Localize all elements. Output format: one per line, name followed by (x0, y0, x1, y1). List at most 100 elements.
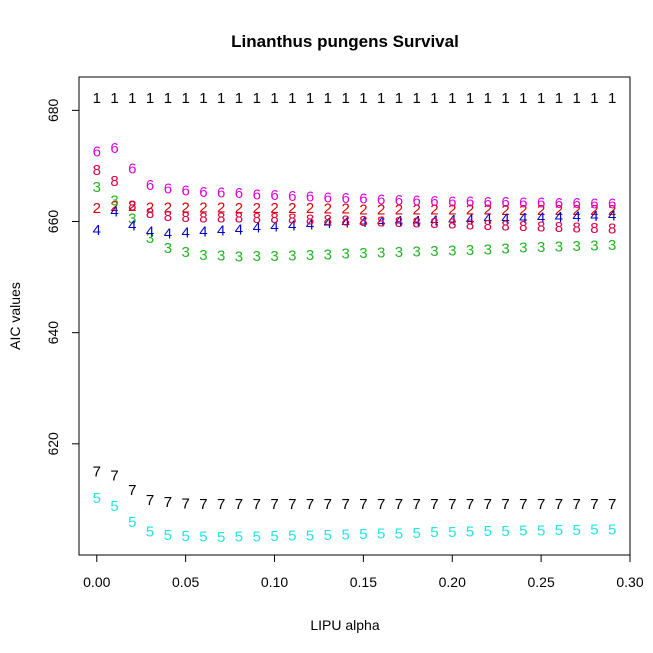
point-1: 1 (573, 90, 581, 107)
point-7: 7 (253, 496, 261, 513)
series-5: 5 555 5 5 5 5 5 5 5 5 5 5 5 5 5 5 5 5 5 5 5 5 5 5 5 5 5 5 (93, 490, 617, 546)
point-2: 2 (146, 200, 154, 217)
point-7: 7 (395, 496, 403, 513)
point-8: 8 (519, 218, 527, 235)
point-6: 6 (590, 196, 598, 213)
point-3: 3 (466, 242, 474, 259)
point-3: 3 (484, 241, 492, 258)
point-7: 7 (555, 496, 563, 513)
point-3: 3 (590, 237, 598, 254)
point-4: 4 (484, 211, 492, 228)
point-8: 8 (573, 220, 581, 237)
point-1: 1 (413, 90, 421, 107)
point-8: 8 (590, 220, 598, 237)
point-5: 5 (235, 529, 243, 546)
point-8: 8 (181, 209, 189, 226)
point-7: 7 (519, 496, 527, 513)
point-3: 3 (253, 248, 261, 265)
point-5: 5 (519, 523, 527, 540)
point-4: 4 (270, 219, 278, 236)
point-1: 1 (324, 90, 332, 107)
point-5: 5 (164, 527, 172, 544)
point-2: 2 (235, 200, 243, 217)
point-4: 4 (359, 214, 367, 231)
point-2: 2 (448, 201, 456, 218)
point-5: 5 (93, 490, 101, 507)
point-6: 6 (501, 194, 509, 211)
point-7: 7 (199, 496, 207, 513)
y-tick-label: 660 (45, 210, 61, 234)
point-5: 5 (110, 498, 118, 515)
point-1: 1 (270, 90, 278, 107)
point-2: 2 (413, 201, 421, 218)
point-4: 4 (146, 224, 154, 241)
point-1: 1 (590, 90, 598, 107)
point-6: 6 (110, 140, 118, 157)
point-4: 4 (341, 215, 349, 232)
point-1: 1 (235, 90, 243, 107)
point-1: 1 (199, 90, 207, 107)
point-8: 8 (288, 211, 296, 228)
point-2: 2 (590, 202, 598, 219)
point-4: 4 (608, 207, 616, 224)
point-1: 1 (555, 90, 563, 107)
point-6: 6 (324, 190, 332, 207)
point-8: 8 (501, 217, 509, 234)
point-4: 4 (306, 216, 314, 233)
point-7: 7 (484, 496, 492, 513)
point-3: 3 (413, 244, 421, 261)
point-4: 4 (466, 211, 474, 228)
point-5: 5 (413, 525, 421, 542)
point-3: 3 (519, 240, 527, 257)
point-1: 1 (501, 90, 509, 107)
point-1: 1 (306, 90, 314, 107)
point-8: 8 (537, 219, 545, 236)
point-4: 4 (217, 222, 225, 239)
point-6: 6 (377, 191, 385, 208)
point-2: 2 (253, 200, 261, 217)
x-tick-label: 0.30 (616, 574, 643, 590)
point-1: 1 (377, 90, 385, 107)
point-4: 4 (181, 225, 189, 242)
point-2: 2 (128, 198, 136, 215)
point-1: 1 (608, 90, 616, 107)
point-5: 5 (430, 524, 438, 541)
point-8: 8 (413, 215, 421, 232)
point-7: 7 (306, 496, 314, 513)
point-6: 6 (484, 194, 492, 211)
x-tick-label: 0.00 (83, 574, 110, 590)
point-3: 3 (128, 211, 136, 228)
point-5: 5 (341, 526, 349, 543)
point-2: 2 (270, 200, 278, 217)
x-tick-label: 0.20 (439, 574, 466, 590)
point-8: 8 (377, 214, 385, 231)
point-8: 8 (466, 216, 474, 233)
point-2: 2 (181, 200, 189, 217)
point-2: 2 (555, 202, 563, 219)
point-5: 5 (555, 522, 563, 539)
point-2: 2 (359, 201, 367, 218)
point-4: 4 (430, 212, 438, 229)
point-1: 1 (484, 90, 492, 107)
series-7: 7 777 7 7 7 7 7 7 7 7 7 7 7 7 7 7 7 7 7 7 7 7 7 7 7 7 7 7 (93, 464, 617, 513)
point-3: 3 (235, 249, 243, 266)
point-3: 3 (164, 240, 172, 257)
point-1: 1 (519, 90, 527, 107)
point-2: 2 (306, 200, 314, 217)
point-7: 7 (181, 495, 189, 512)
point-1: 1 (359, 90, 367, 107)
point-2: 2 (93, 200, 101, 217)
point-1: 1 (466, 90, 474, 107)
point-3: 3 (288, 247, 296, 264)
point-7: 7 (93, 464, 101, 481)
point-7: 7 (590, 496, 598, 513)
point-1: 1 (341, 90, 349, 107)
point-6: 6 (128, 161, 136, 178)
point-3: 3 (93, 179, 101, 196)
point-3: 3 (306, 247, 314, 264)
point-2: 2 (484, 201, 492, 218)
point-5: 5 (573, 522, 581, 539)
point-6: 6 (217, 185, 225, 202)
point-2: 2 (217, 200, 225, 217)
point-8: 8 (270, 210, 278, 227)
